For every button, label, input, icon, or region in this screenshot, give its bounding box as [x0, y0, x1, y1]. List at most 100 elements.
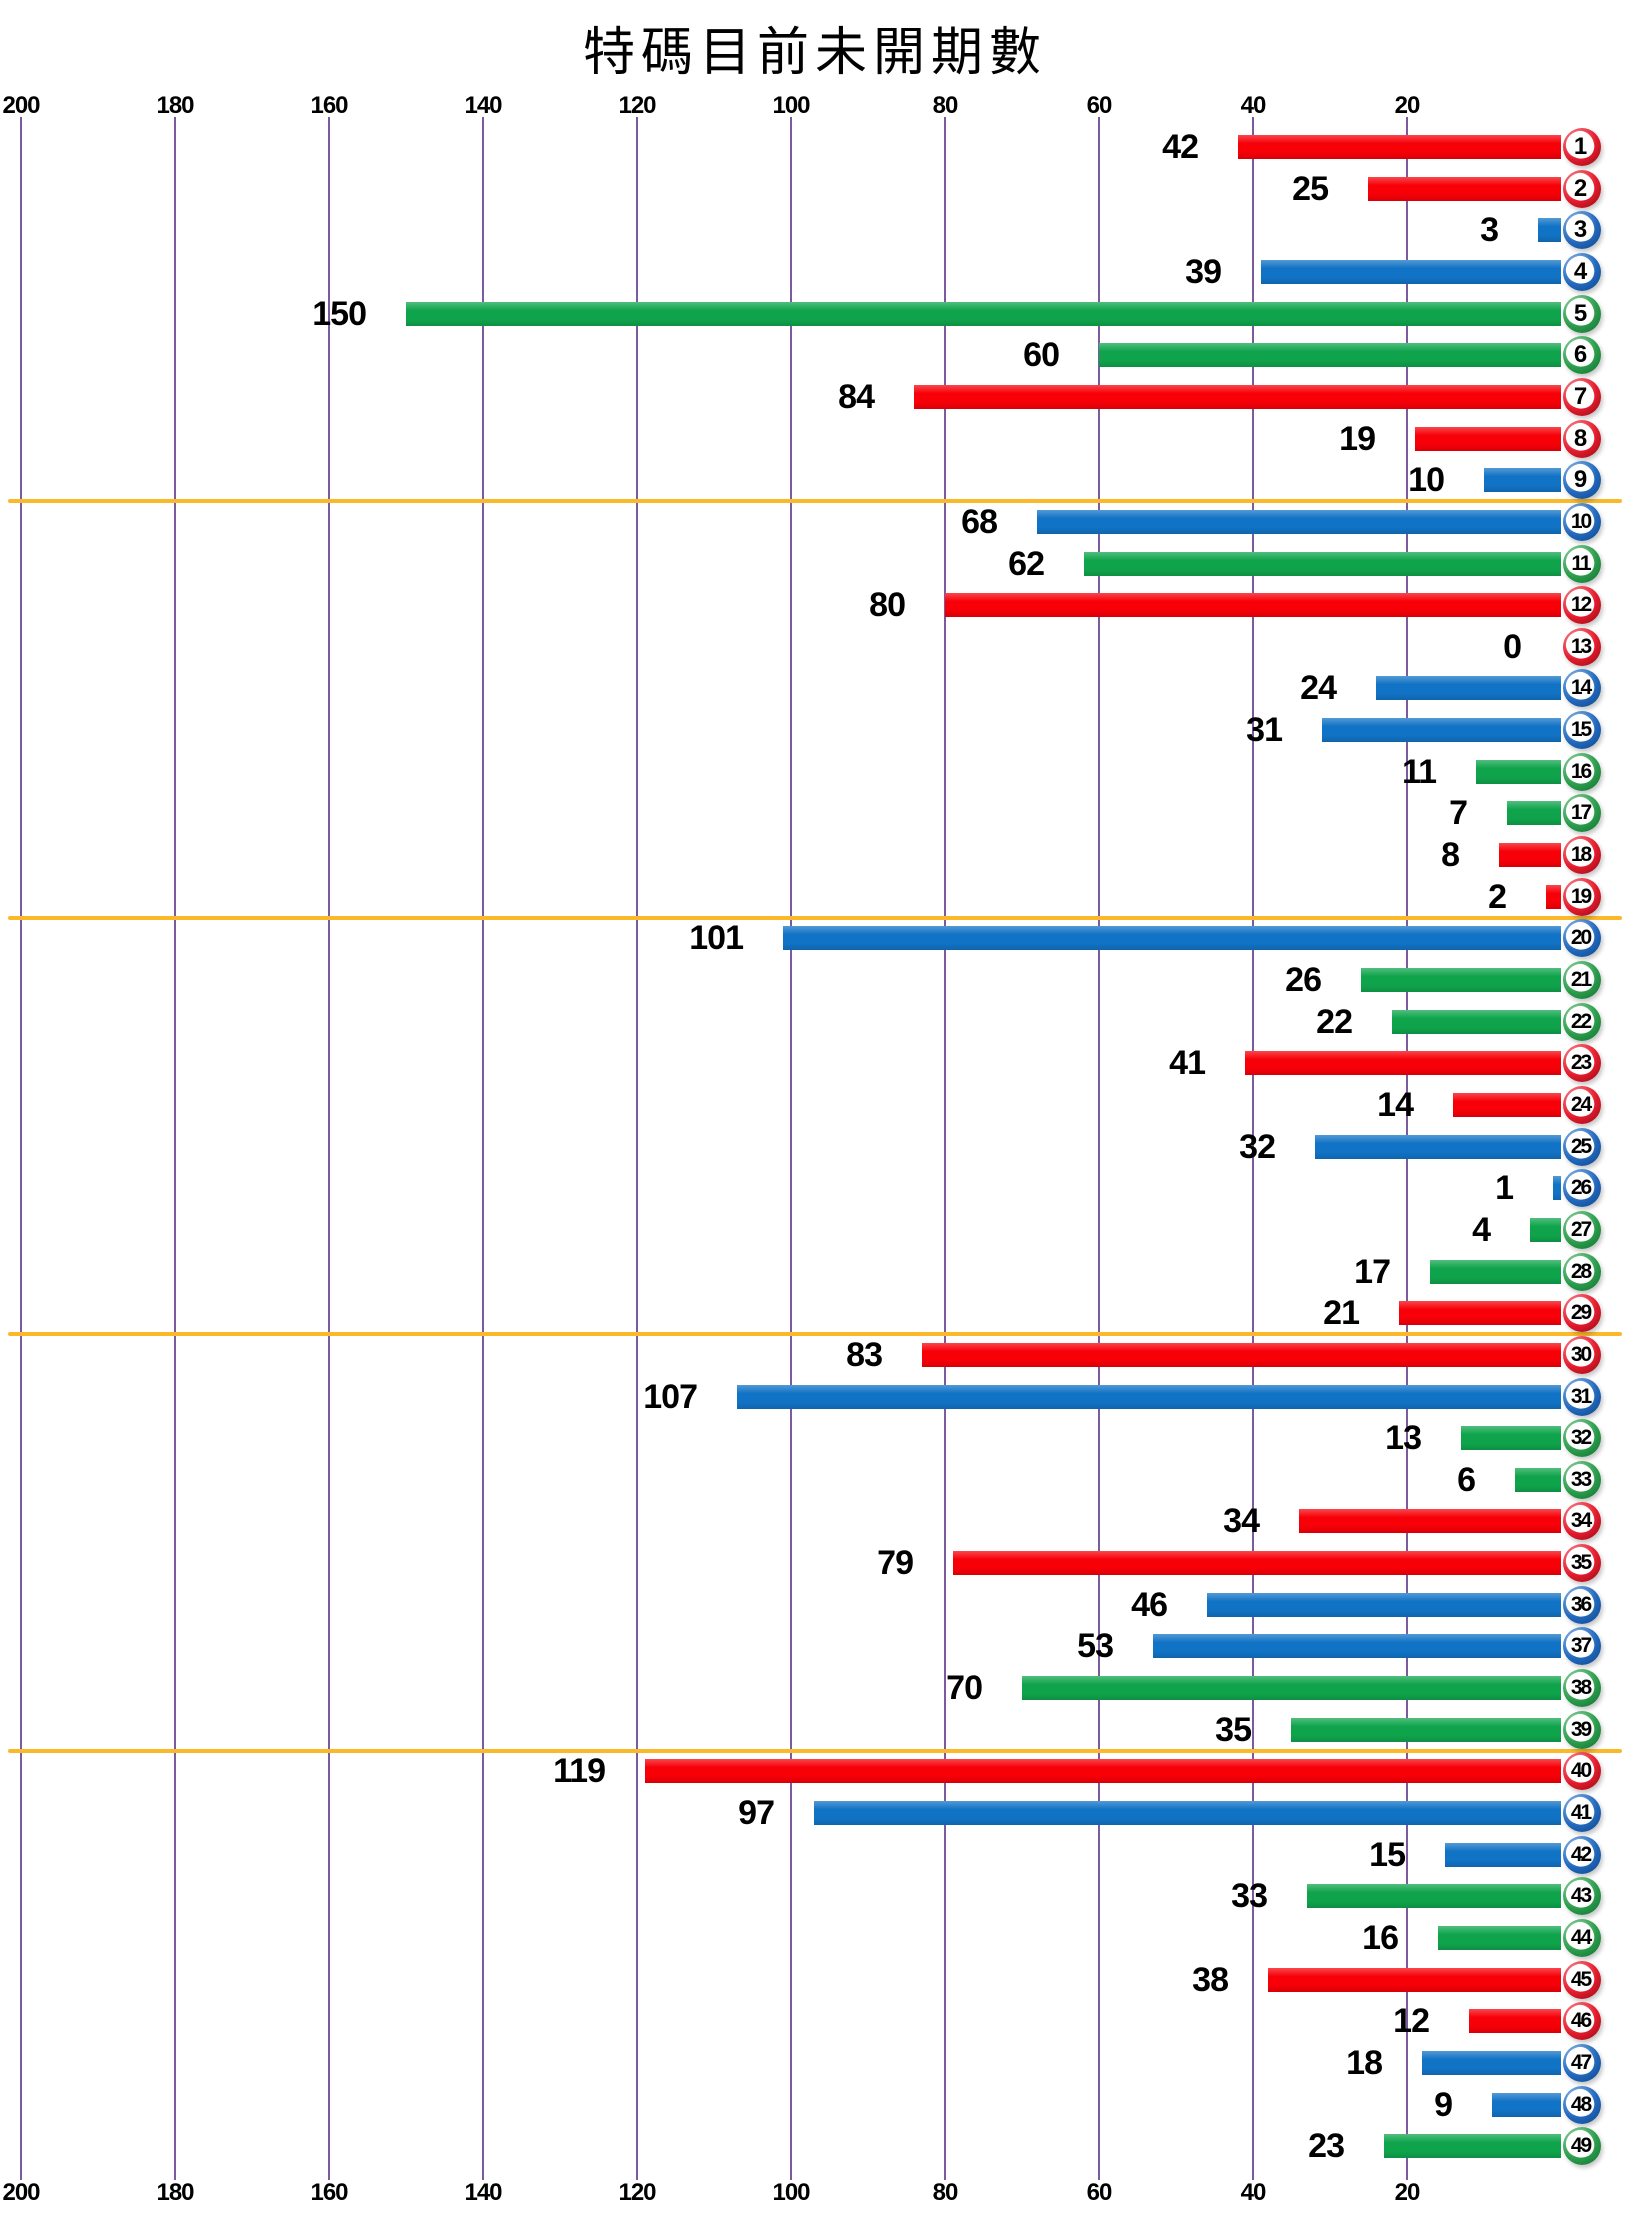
lottery-ball-41: 41: [1563, 1794, 1601, 1832]
x-tick-bottom-200: 200: [2, 2179, 40, 2206]
bar-31: [737, 1385, 1561, 1409]
x-gridline-180: [174, 117, 176, 2180]
ball-number: 41: [1570, 1801, 1592, 1824]
ball-number: 15: [1570, 718, 1592, 741]
bar-value-label-21: 26: [1285, 961, 1322, 999]
ball-number: 24: [1570, 1093, 1592, 1116]
bar-4: [1261, 260, 1561, 284]
ball-number: 4: [1573, 258, 1588, 285]
lottery-ball-47: 47: [1563, 2044, 1601, 2082]
ball-number: 18: [1570, 843, 1592, 866]
x-tick-top-180: 180: [156, 92, 194, 119]
bar-38: [1022, 1676, 1561, 1700]
bar-26: [1553, 1176, 1561, 1200]
lottery-ball-42: 42: [1563, 1836, 1601, 1874]
bar-19: [1546, 885, 1561, 909]
x-tick-top-40: 40: [1240, 92, 1267, 119]
bar-value-label-45: 38: [1192, 1961, 1229, 1999]
bar-value-label-4: 39: [1185, 253, 1222, 291]
bar-value-label-48: 9: [1434, 2086, 1453, 2124]
bar-20: [783, 926, 1561, 950]
ball-number: 20: [1570, 926, 1592, 949]
bar-value-label-7: 84: [838, 378, 875, 416]
bar-value-label-43: 33: [1231, 1877, 1268, 1915]
group-separator-after-39: [8, 1749, 1622, 1753]
ball-number: 35: [1570, 1551, 1592, 1574]
lottery-ball-20: 20: [1563, 919, 1601, 957]
lottery-ball-21: 21: [1563, 961, 1601, 999]
bar-29: [1399, 1301, 1561, 1325]
lottery-ball-23: 23: [1563, 1044, 1601, 1082]
x-gridline-200: [20, 117, 22, 2180]
bar-17: [1507, 801, 1561, 825]
bar-30: [922, 1343, 1561, 1367]
bar-18: [1499, 843, 1561, 867]
group-separator-after-9: [8, 499, 1622, 503]
bar-14: [1376, 676, 1561, 700]
bar-value-label-37: 53: [1077, 1627, 1114, 1665]
bar-2: [1368, 177, 1561, 201]
bar-1: [1238, 135, 1561, 159]
bar-value-label-10: 68: [961, 503, 998, 541]
bar-value-label-29: 21: [1323, 1294, 1360, 1332]
lottery-ball-24: 24: [1563, 1086, 1601, 1124]
lottery-ball-48: 48: [1563, 2086, 1601, 2124]
bar-value-label-49: 23: [1308, 2127, 1345, 2165]
ball-number: 27: [1570, 1218, 1592, 1241]
x-tick-top-100: 100: [772, 92, 810, 119]
x-gridline-140: [482, 117, 484, 2180]
lottery-ball-25: 25: [1563, 1128, 1601, 1166]
bar-8: [1415, 427, 1561, 451]
lottery-ball-12: 12: [1563, 586, 1601, 624]
lottery-ball-6: 6: [1563, 336, 1601, 374]
ball-number: 28: [1570, 1260, 1592, 1283]
bar-value-label-26: 1: [1495, 1169, 1514, 1207]
bar-11: [1084, 552, 1561, 576]
bar-41: [814, 1801, 1561, 1825]
bar-42: [1445, 1843, 1561, 1867]
bar-23: [1245, 1051, 1561, 1075]
lottery-ball-31: 31: [1563, 1378, 1601, 1416]
bar-22: [1392, 1010, 1561, 1034]
group-separator-after-19: [8, 916, 1622, 920]
bar-44: [1438, 1926, 1561, 1950]
bar-value-label-6: 60: [1023, 336, 1060, 374]
x-tick-bottom-20: 20: [1394, 2179, 1421, 2206]
x-tick-bottom-80: 80: [932, 2179, 959, 2206]
bar-43: [1307, 1884, 1561, 1908]
bar-value-label-35: 79: [877, 1544, 914, 1582]
lottery-ball-46: 46: [1563, 2002, 1601, 2040]
bar-24: [1453, 1093, 1561, 1117]
ball-number: 47: [1570, 2051, 1592, 2074]
bar-value-label-38: 70: [946, 1669, 983, 1707]
lottery-ball-22: 22: [1563, 1003, 1601, 1041]
bar-value-label-14: 24: [1300, 669, 1337, 707]
bar-value-label-39: 35: [1215, 1711, 1252, 1749]
bar-value-label-33: 6: [1457, 1461, 1476, 1499]
lottery-ball-8: 8: [1563, 420, 1601, 458]
x-tick-top-20: 20: [1394, 92, 1421, 119]
bar-36: [1207, 1593, 1561, 1617]
ball-number: 5: [1573, 300, 1588, 327]
ball-number: 34: [1570, 1509, 1592, 1532]
ball-number: 44: [1570, 1926, 1592, 1949]
lottery-ball-43: 43: [1563, 1877, 1601, 1915]
bar-15: [1322, 718, 1561, 742]
x-tick-bottom-60: 60: [1086, 2179, 1113, 2206]
x-tick-bottom-160: 160: [310, 2179, 348, 2206]
bar-value-label-1: 42: [1162, 128, 1199, 166]
bar-value-label-20: 101: [689, 919, 744, 957]
x-gridline-100: [790, 117, 792, 2180]
bar-value-label-17: 7: [1449, 794, 1468, 832]
lottery-ball-32: 32: [1563, 1419, 1601, 1457]
lottery-ball-15: 15: [1563, 711, 1601, 749]
bar-12: [945, 593, 1561, 617]
bar-32: [1461, 1426, 1561, 1450]
x-tick-bottom-40: 40: [1240, 2179, 1267, 2206]
bar-39: [1291, 1718, 1561, 1742]
lottery-ball-2: 2: [1563, 170, 1601, 208]
lottery-ball-4: 4: [1563, 253, 1601, 291]
x-gridline-60: [1098, 117, 1100, 2180]
bar-value-label-40: 119: [553, 1752, 606, 1790]
lottery-ball-36: 36: [1563, 1586, 1601, 1624]
